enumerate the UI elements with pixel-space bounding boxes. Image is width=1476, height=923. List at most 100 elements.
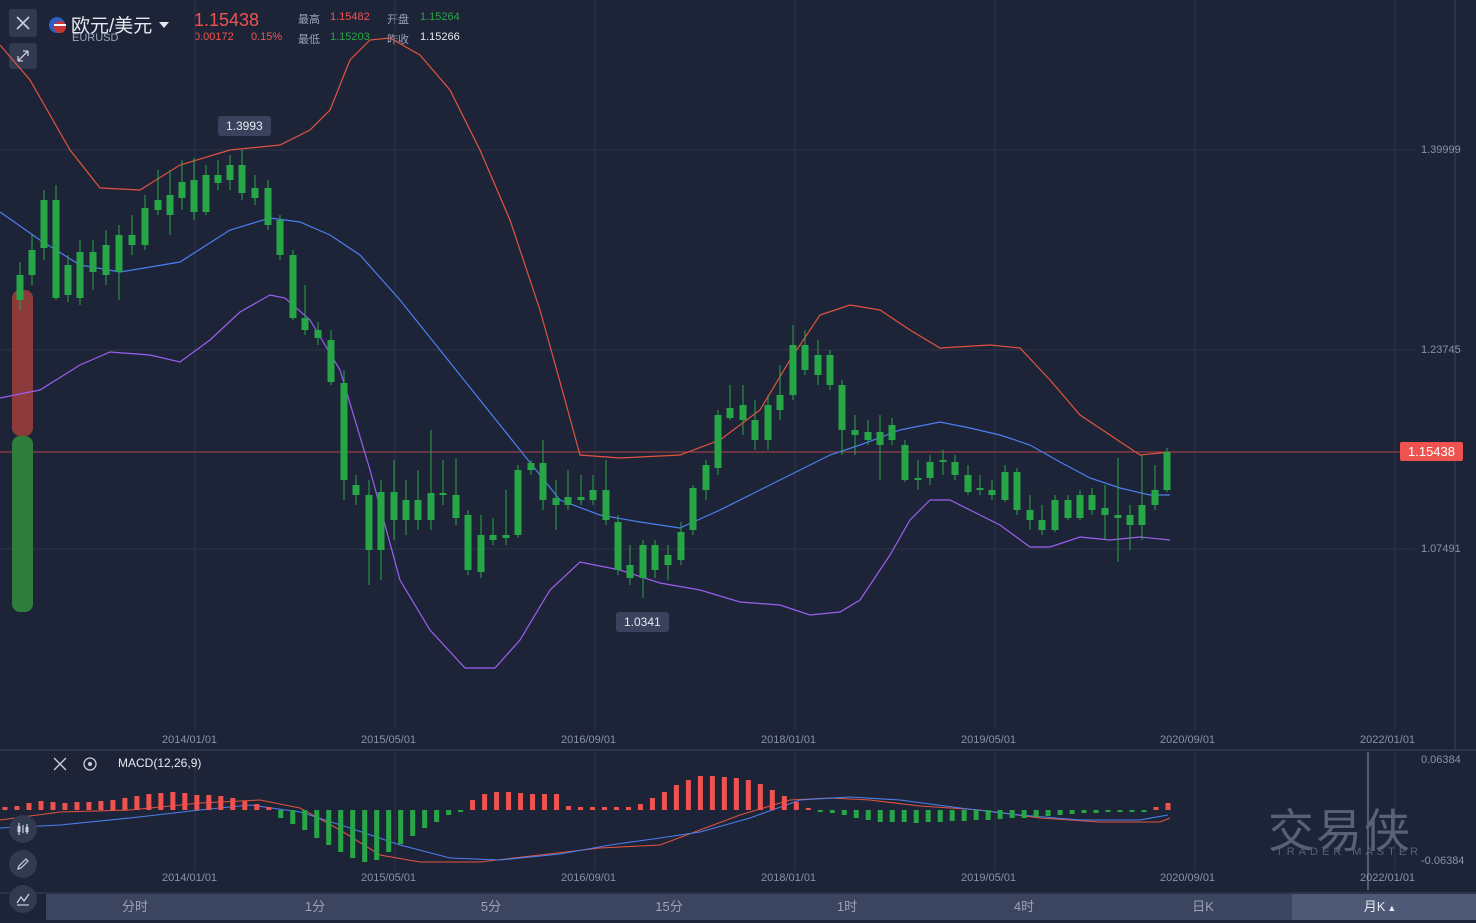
- close-indicator-icon[interactable]: [52, 756, 68, 772]
- candle-body: [439, 493, 447, 495]
- macd-bar: [14, 806, 20, 810]
- indicator-icon: [16, 893, 30, 906]
- candle-body: [826, 355, 834, 385]
- y-tick-3: 1.07491: [1421, 543, 1461, 555]
- candle-body: [976, 488, 984, 490]
- candle-body: [52, 200, 60, 298]
- macd-bar: [302, 810, 308, 830]
- candle-body: [739, 405, 747, 420]
- tab-1hour[interactable]: 1时: [836, 899, 858, 914]
- macd-bar: [1045, 810, 1051, 816]
- candle-body: [327, 340, 335, 382]
- candle-body: [226, 165, 234, 180]
- candle-body: [214, 175, 222, 183]
- macd-x-tick-7: 2022/01/01: [1360, 872, 1416, 884]
- candle-body: [926, 462, 934, 478]
- candle-body: [577, 497, 585, 500]
- macd-x-tick-1: 2014/01/01: [162, 872, 218, 884]
- candle-body: [864, 432, 872, 440]
- candle-body: [477, 535, 485, 572]
- candle-body: [128, 235, 136, 245]
- candle-body: [914, 478, 922, 480]
- indicator-button[interactable]: [9, 885, 37, 913]
- macd-bar: [1129, 810, 1135, 812]
- macd-bar: [86, 802, 92, 810]
- draw-tool-button[interactable]: [9, 850, 37, 878]
- candle-body: [238, 165, 246, 193]
- candle-body: [689, 488, 697, 530]
- x-tick-2: 2015/05/01: [361, 734, 417, 746]
- candle-body: [251, 188, 259, 198]
- macd-bar: [985, 810, 991, 820]
- active-tab-bg: [1292, 894, 1476, 920]
- macd-x-tick-4: 2018/01/01: [761, 872, 817, 884]
- macd-bar: [362, 810, 368, 862]
- macd-bar: [1069, 810, 1075, 814]
- symbol-selector[interactable]: 欧元/美元: [48, 11, 170, 38]
- sell-pressure-bar: [12, 436, 33, 612]
- macd-bar: [961, 810, 967, 821]
- macd-bar: [446, 810, 452, 815]
- tab-monthly[interactable]: 月K ▲: [1345, 895, 1415, 919]
- macd-bar: [578, 807, 584, 810]
- prev-close-label: 昨收: [387, 34, 409, 46]
- candlesticks: [16, 150, 1171, 598]
- tab-timeshare[interactable]: 分时: [121, 899, 148, 914]
- collapse-button[interactable]: [9, 43, 37, 69]
- macd-bar: [1093, 810, 1099, 813]
- macd-bar: [817, 810, 823, 812]
- macd-bar: [170, 792, 176, 810]
- macd-bar: [877, 810, 883, 822]
- macd-bar: [434, 810, 440, 822]
- tab-4hour[interactable]: 4时: [1013, 899, 1035, 914]
- buy-pressure-bar: [12, 290, 33, 436]
- candle-body: [202, 175, 210, 212]
- low-value: 1.15203: [330, 31, 370, 43]
- candle-body: [939, 460, 947, 462]
- bollinger-upper: [0, 37, 1171, 459]
- candle-body: [352, 485, 360, 495]
- macd-bar: [158, 793, 164, 810]
- macd-bar: [566, 806, 572, 810]
- collapse-icon: [17, 50, 29, 62]
- candle-body: [677, 532, 685, 560]
- candle-body: [28, 250, 36, 275]
- settings-icon[interactable]: [82, 756, 98, 772]
- low-label: 最低: [298, 34, 320, 46]
- macd-bar: [458, 810, 464, 812]
- tab-15min[interactable]: 15分: [655, 899, 683, 914]
- candle-body: [789, 345, 797, 395]
- macd-bar: [182, 793, 188, 810]
- tab-daily[interactable]: 日K: [1192, 899, 1214, 914]
- price-change-pct: 0.15%: [251, 31, 283, 43]
- candle-body: [876, 432, 884, 445]
- candle-body: [1001, 472, 1009, 500]
- macd-bar: [278, 810, 284, 818]
- candle-type-button[interactable]: [9, 815, 37, 843]
- macd-bar: [997, 810, 1003, 819]
- macd-bar: [266, 807, 272, 810]
- macd-bar: [74, 802, 80, 810]
- macd-bar: [625, 807, 631, 810]
- macd-bar: [254, 804, 260, 810]
- caret-up-icon: ▲: [1387, 903, 1397, 913]
- tab-1min[interactable]: 1分: [304, 899, 326, 914]
- macd-bar: [206, 795, 212, 810]
- candle-body: [1013, 472, 1021, 510]
- macd-x-tick-6: 2020/09/01: [1160, 872, 1216, 884]
- candle-body: [102, 245, 110, 275]
- macd-bar: [709, 776, 715, 810]
- timeframe-bar: [46, 894, 1476, 920]
- bollinger-lower: [0, 294, 1171, 669]
- close-chart-button[interactable]: [9, 9, 37, 37]
- macd-bar: [613, 807, 619, 810]
- candle-body: [814, 355, 822, 375]
- candle-body: [64, 265, 72, 295]
- open-value: 1.15264: [420, 11, 460, 23]
- macd-bar: [110, 800, 116, 810]
- high-label: 最高: [298, 14, 320, 26]
- tab-5min[interactable]: 5分: [480, 899, 502, 914]
- x-tick-3: 2016/09/01: [561, 734, 617, 746]
